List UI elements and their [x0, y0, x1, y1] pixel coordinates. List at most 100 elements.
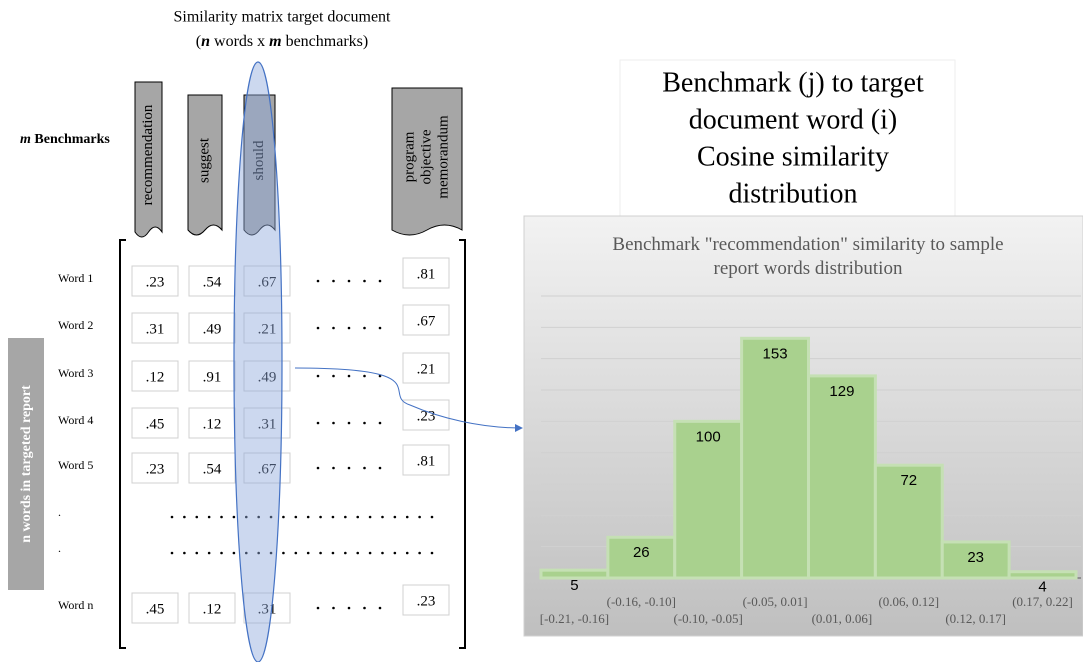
- ellipsis-dot: [331, 515, 335, 519]
- data-label: 23: [967, 549, 984, 566]
- cell-box: [402, 257, 450, 289]
- ellipsis-dot: [378, 466, 382, 470]
- cell-box: [402, 584, 450, 616]
- ellipsis-dot: [269, 551, 273, 555]
- cell-value: .23: [417, 408, 436, 424]
- benchmark-label: objective: [418, 129, 434, 184]
- ellipsis-dot: [405, 515, 409, 519]
- cell-box: [402, 304, 450, 336]
- benchmark-flag: [187, 94, 223, 236]
- benchmark-flag: [243, 94, 276, 236]
- caption: Benchmark (j) to target document word (i)…: [662, 67, 924, 209]
- benchmark-label: suggest: [196, 137, 212, 183]
- ellipsis-dot: [244, 551, 248, 555]
- ellipsis-dot: [332, 374, 335, 378]
- matrix-title: Similarity matrix target document: [174, 9, 392, 26]
- ellipsis-dot: [381, 551, 384, 555]
- x-tick-label: [-0.21, -0.16]: [540, 611, 609, 626]
- cell-value: .23: [146, 461, 165, 477]
- cell-box: [243, 360, 291, 392]
- cell-box: [188, 312, 236, 344]
- ellipsis-dot: [170, 551, 174, 555]
- matrix-subtitle: (n words x m benchmarks): [196, 33, 368, 50]
- bar: [807, 374, 877, 580]
- ellipsis-dot: [356, 551, 360, 555]
- cell-value: .45: [146, 601, 165, 617]
- x-tick-label: (0.06, 0.12]: [878, 594, 939, 609]
- ellipsis-dot: [332, 606, 335, 610]
- ellipsis-dot: [316, 279, 320, 283]
- ellipsis-dot: [363, 421, 366, 425]
- cell-box: [131, 452, 179, 484]
- ellipsis-dot: [344, 551, 347, 555]
- ellipsis-dot: [363, 374, 366, 378]
- caption-line: Cosine similarity: [697, 141, 889, 172]
- data-label: 100: [696, 428, 721, 445]
- ellipsis-dot: [170, 515, 174, 519]
- text: (: [196, 33, 201, 50]
- text: Benchmark "recommendation" similarity to…: [612, 234, 1003, 255]
- cell-value: .12: [146, 369, 165, 385]
- caption-line: document word (i): [689, 104, 897, 135]
- ellipsis-dot: [363, 326, 366, 330]
- arrow: [294, 367, 523, 432]
- caption-line: Benchmark (j) to target: [662, 67, 924, 98]
- text: words x: [210, 33, 269, 50]
- ellipsis-dot: [363, 466, 366, 470]
- x-tick-label: (0.01, 0.06]: [812, 611, 873, 626]
- benchmark-label: memorandum: [435, 115, 451, 199]
- ellipsis-dot: [347, 421, 351, 425]
- ellipsis-dot: [183, 551, 186, 555]
- ellipsis-dot: [347, 606, 351, 610]
- ellipsis-dot: [316, 374, 320, 378]
- ellipsis-dot: [232, 551, 236, 555]
- cell-value: .67: [258, 461, 277, 477]
- bar: [1007, 570, 1078, 580]
- ellipsis-dot: [332, 466, 335, 470]
- ellipsis-dot: [195, 515, 199, 519]
- ellipsis-dot: [347, 279, 351, 283]
- ellipsis-dot: [418, 515, 421, 519]
- ellipsis-dot: [331, 551, 335, 555]
- cell-value: .54: [203, 461, 222, 477]
- x-tick-label: (0.17, 0.22]: [1012, 594, 1073, 609]
- ellipsis-dot: [183, 515, 186, 519]
- bar: [940, 540, 1011, 580]
- cell-value: .49: [203, 321, 222, 337]
- ellipsis-dot: [257, 551, 260, 555]
- cell-box: [131, 592, 179, 624]
- ellipsis-dot: [232, 515, 236, 519]
- cell-box: [402, 352, 450, 384]
- cell-value: .21: [258, 321, 277, 337]
- row-label: Word 4: [58, 413, 93, 427]
- ellipsis-dot: [347, 326, 351, 330]
- rows-label-box: [8, 338, 44, 590]
- ellipsis-dot: [363, 606, 366, 610]
- ellipsis-dot: [368, 551, 372, 555]
- cell-value: .54: [203, 274, 222, 290]
- ellipsis-dot: [294, 551, 298, 555]
- ellipsis-dot: [393, 551, 397, 555]
- row-label: Word 1: [58, 271, 93, 285]
- ellipsis-dot: [378, 326, 382, 330]
- cell-box: [243, 265, 291, 297]
- ellipsis-dot: [393, 515, 397, 519]
- ellipsis-dot: [220, 515, 223, 519]
- ellipsis-dot: [363, 279, 366, 283]
- ellipsis-dot: [347, 466, 351, 470]
- rows-label: n words in targeted report: [19, 385, 34, 543]
- cell-box: [402, 399, 450, 431]
- data-label: 72: [900, 472, 917, 489]
- ellipsis-dot: [381, 515, 384, 519]
- row-label: .: [58, 505, 61, 519]
- ellipsis-dot: [356, 515, 360, 519]
- ellipsis-dot: [319, 551, 322, 555]
- ellipsis-dot: [378, 421, 382, 425]
- chart: Benchmark "recommendation" similarity to…: [539, 234, 1081, 626]
- ellipsis-dot: [319, 515, 322, 519]
- benchmark-label: m Benchmarks: [20, 132, 110, 147]
- cell-value: .91: [203, 369, 222, 385]
- ellipsis-dot: [207, 515, 211, 519]
